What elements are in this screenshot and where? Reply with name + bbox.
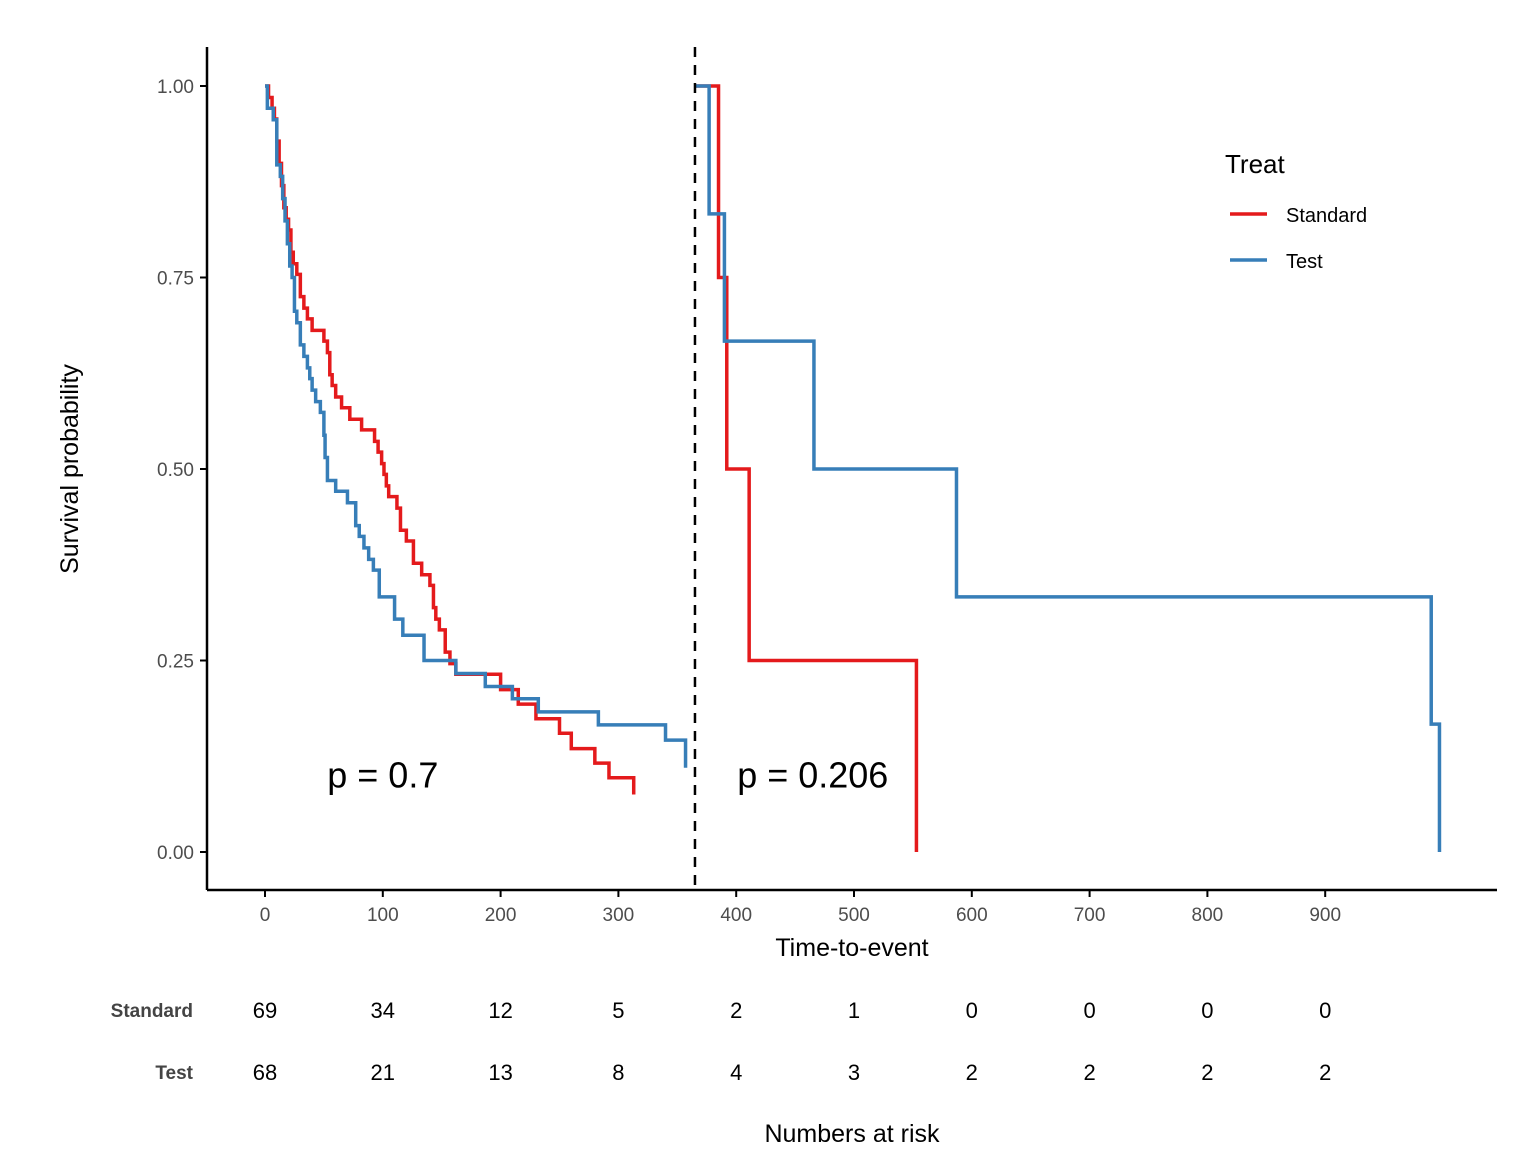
survival-curve-test-segment-1 — [265, 84, 688, 768]
risk-value-standard: 0 — [1201, 998, 1213, 1023]
risk-value-standard: 0 — [966, 998, 978, 1023]
x-tick-label: 300 — [603, 905, 635, 926]
risk-value-test: 68 — [253, 1060, 277, 1085]
x-axis-ticks: 0 100 200 300 400 500 600 700 800 900 — [260, 890, 1341, 926]
p-value-annotation: p = 0.206 — [737, 754, 888, 795]
survival-curves — [265, 84, 1442, 852]
risk-value-test: 8 — [612, 1060, 624, 1085]
y-tick-label: 0.00 — [157, 843, 194, 864]
x-tick-label: 800 — [1192, 905, 1224, 926]
risk-value-test: 4 — [730, 1060, 742, 1085]
x-axis-title: Time-to-event — [775, 934, 928, 962]
risk-strata-test: Test — [155, 1063, 193, 1084]
y-axis-ticks: 0.00 0.25 0.50 0.75 1.00 — [157, 77, 207, 864]
risk-value-standard: 5 — [612, 998, 624, 1023]
y-axis-title: Survival probability — [56, 364, 84, 574]
y-tick-label: 0.25 — [157, 652, 194, 673]
legend: Treat Standard Test — [1225, 149, 1367, 273]
risk-table-title: Numbers at risk — [764, 1120, 940, 1148]
legend-title: Treat — [1225, 149, 1285, 179]
risk-value-standard: 0 — [1319, 998, 1331, 1023]
x-tick-label: 500 — [838, 905, 870, 926]
risk-value-standard: 1 — [848, 998, 860, 1023]
risk-value-test: 3 — [848, 1060, 860, 1085]
x-tick-label: 600 — [956, 905, 988, 926]
survival-curve-standard-segment-1 — [265, 84, 636, 795]
x-tick-label: 400 — [720, 905, 752, 926]
x-tick-label: 0 — [260, 905, 271, 926]
risk-table: Standard Test 69 34 12 5 2 1 0 0 0 068 21 13 8 4 3 2 2 2 2… — [111, 998, 1332, 1148]
x-tick-label: 700 — [1074, 905, 1106, 926]
x-tick-label: 900 — [1309, 905, 1341, 926]
risk-value-test: 13 — [488, 1060, 512, 1085]
risk-value-test: 2 — [1319, 1060, 1331, 1085]
x-tick-label: 100 — [367, 905, 399, 926]
x-tick-label: 200 — [485, 905, 517, 926]
y-tick-label: 0.50 — [157, 460, 194, 481]
risk-values: 69 34 12 5 2 1 0 0 0 068 21 13 8 4 3 2 2 2 2 — [253, 998, 1332, 1085]
risk-value-test: 21 — [371, 1060, 395, 1085]
risk-strata-standard: Standard — [111, 1001, 193, 1022]
p-value-annotation: p = 0.7 — [327, 754, 438, 795]
risk-value-standard: 34 — [371, 998, 395, 1023]
survival-curve-standard-segment-2 — [694, 84, 919, 852]
risk-value-test: 2 — [966, 1060, 978, 1085]
risk-value-test: 2 — [1083, 1060, 1095, 1085]
risk-value-standard: 12 — [488, 998, 512, 1023]
risk-value-test: 2 — [1201, 1060, 1213, 1085]
risk-value-standard: 69 — [253, 998, 277, 1023]
legend-label-standard: Standard — [1286, 205, 1367, 227]
legend-label-test: Test — [1286, 251, 1323, 273]
risk-value-standard: 0 — [1083, 998, 1095, 1023]
survival-curve-test-segment-2 — [694, 84, 1442, 852]
y-tick-label: 0.75 — [157, 269, 194, 290]
y-tick-label: 1.00 — [157, 77, 194, 98]
risk-value-standard: 2 — [730, 998, 742, 1023]
